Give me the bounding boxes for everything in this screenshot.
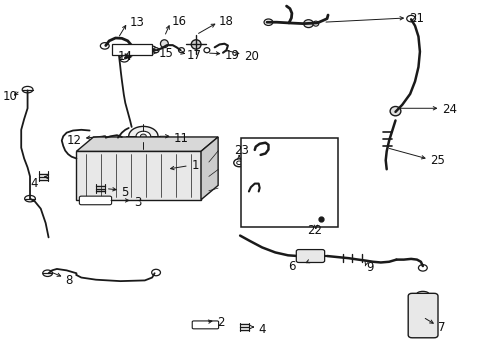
Ellipse shape bbox=[390, 107, 401, 116]
Ellipse shape bbox=[304, 20, 314, 28]
Text: 12: 12 bbox=[67, 134, 82, 147]
Ellipse shape bbox=[160, 40, 168, 48]
Text: 3: 3 bbox=[134, 196, 142, 209]
Text: 25: 25 bbox=[430, 154, 445, 167]
Ellipse shape bbox=[200, 188, 210, 194]
Text: 4: 4 bbox=[259, 323, 266, 336]
Text: 6: 6 bbox=[288, 260, 295, 273]
Ellipse shape bbox=[150, 46, 156, 52]
Ellipse shape bbox=[234, 159, 245, 167]
Ellipse shape bbox=[200, 159, 210, 165]
Bar bbox=[241, 138, 338, 227]
Text: 24: 24 bbox=[442, 103, 457, 116]
Ellipse shape bbox=[418, 265, 427, 271]
Ellipse shape bbox=[80, 199, 85, 202]
Text: 19: 19 bbox=[224, 49, 240, 62]
Text: 21: 21 bbox=[409, 12, 424, 25]
Ellipse shape bbox=[141, 134, 147, 138]
Ellipse shape bbox=[152, 269, 160, 276]
Ellipse shape bbox=[43, 270, 52, 276]
Ellipse shape bbox=[178, 48, 184, 53]
Ellipse shape bbox=[213, 323, 218, 327]
Text: 20: 20 bbox=[244, 50, 259, 63]
Polygon shape bbox=[201, 137, 218, 200]
Ellipse shape bbox=[417, 291, 429, 297]
FancyBboxPatch shape bbox=[408, 293, 438, 338]
Ellipse shape bbox=[237, 161, 242, 165]
FancyBboxPatch shape bbox=[192, 321, 219, 329]
Ellipse shape bbox=[129, 126, 158, 146]
Ellipse shape bbox=[124, 47, 130, 52]
Text: 5: 5 bbox=[122, 186, 129, 199]
Ellipse shape bbox=[100, 42, 109, 49]
Polygon shape bbox=[76, 137, 218, 151]
Ellipse shape bbox=[264, 19, 273, 26]
Text: 18: 18 bbox=[219, 15, 234, 28]
FancyBboxPatch shape bbox=[79, 196, 112, 205]
Ellipse shape bbox=[120, 55, 129, 62]
Text: 15: 15 bbox=[159, 47, 173, 60]
Bar bbox=[112, 44, 152, 55]
Polygon shape bbox=[76, 151, 201, 200]
Ellipse shape bbox=[194, 323, 198, 327]
Ellipse shape bbox=[105, 199, 110, 202]
Text: 4: 4 bbox=[30, 177, 38, 190]
Ellipse shape bbox=[200, 173, 210, 180]
Text: 11: 11 bbox=[174, 131, 189, 145]
Text: 22: 22 bbox=[308, 224, 322, 238]
Text: 23: 23 bbox=[234, 144, 249, 157]
Ellipse shape bbox=[204, 48, 210, 53]
FancyBboxPatch shape bbox=[296, 249, 325, 262]
Ellipse shape bbox=[101, 136, 107, 140]
Ellipse shape bbox=[407, 15, 416, 22]
Ellipse shape bbox=[136, 131, 151, 141]
Text: 16: 16 bbox=[172, 15, 187, 28]
Text: 13: 13 bbox=[129, 16, 144, 29]
Text: 14: 14 bbox=[118, 50, 133, 63]
Text: 10: 10 bbox=[3, 90, 18, 103]
Ellipse shape bbox=[313, 21, 319, 26]
Text: 2: 2 bbox=[217, 316, 224, 329]
Ellipse shape bbox=[153, 48, 159, 53]
Ellipse shape bbox=[24, 195, 35, 202]
Text: 8: 8 bbox=[66, 274, 73, 287]
Text: 17: 17 bbox=[186, 49, 201, 62]
Text: 9: 9 bbox=[366, 261, 374, 274]
Ellipse shape bbox=[22, 86, 33, 93]
Text: 1: 1 bbox=[191, 159, 199, 172]
Text: 7: 7 bbox=[438, 321, 445, 334]
Ellipse shape bbox=[191, 40, 201, 49]
